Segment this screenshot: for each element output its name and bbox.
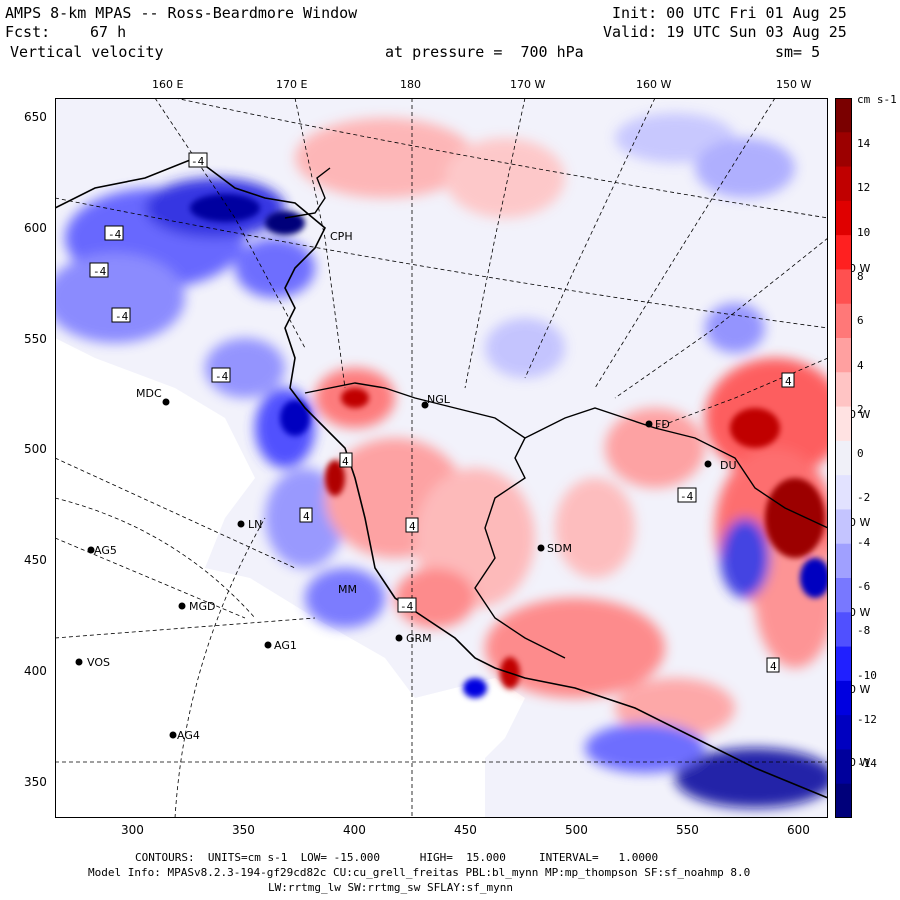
colorbar-swatch	[835, 98, 852, 133]
colorbar-tick-label: -14	[857, 757, 877, 771]
lon-label: 160 W	[636, 78, 672, 91]
colorbar-swatch	[835, 680, 852, 716]
x-tick-label: 400	[343, 823, 366, 837]
colorbar-tick-label: 6	[857, 314, 864, 328]
contour-label: -4	[400, 600, 414, 613]
contour-label: 4	[785, 375, 792, 388]
colorbar-tick-label: 14	[857, 137, 871, 150]
contour-label: -4	[108, 228, 122, 241]
colorbar-tick-label: 4	[857, 358, 864, 372]
forecast-hour: 67 h	[90, 23, 127, 41]
colorbar-tick-label: 0	[857, 447, 864, 461]
colorbar-swatch	[835, 612, 852, 648]
colorbar-swatch	[835, 509, 852, 545]
colorbar-tick-label: -6	[857, 580, 871, 593]
station-label-ag: LN	[248, 518, 263, 531]
colorbar-tick-label: -4	[857, 535, 871, 549]
y-tick-label: 550	[24, 332, 47, 346]
y-tick-label: 400	[24, 664, 47, 678]
init-time: Init: 00 UTC Fri 01 Aug 25	[612, 4, 847, 22]
y-tick-label: 500	[24, 442, 47, 456]
colorbar-swatch	[835, 338, 852, 373]
y-tick-label: 600	[24, 221, 47, 235]
station-label-cph: CPH	[330, 230, 353, 243]
colorbar-swatch	[835, 440, 852, 476]
colorbar-tick-label: 12	[857, 181, 871, 195]
model-info: Model Info: MPASv8.2.3-194-gf29cd82c CU:…	[88, 866, 751, 879]
station-label-du: DU	[720, 459, 737, 472]
contour-label: -4	[93, 265, 107, 278]
colorbar-swatch	[835, 749, 852, 785]
x-tick-label: 600	[787, 823, 810, 837]
y-tick-label: 350	[24, 775, 47, 789]
smoothing: sm= 5	[775, 43, 821, 61]
contour-info: CONTOURS: UNITS=cm s-1 LOW= -15.000 HIGH…	[135, 851, 659, 864]
colorbar-tick-label: 2	[857, 402, 864, 416]
forecast-label: Fcst:	[5, 23, 51, 41]
colorbar-tick-label: 8	[857, 269, 864, 283]
colorbar-tick-label: 10	[857, 225, 871, 239]
lon-label: 180	[400, 78, 421, 91]
colorbar-tick-label: -2	[857, 491, 871, 505]
y-tick-label: 650	[24, 110, 47, 124]
map-title: AMPS 8-km MPAS -- Ross-Beardmore Window	[5, 4, 358, 22]
x-tick-label: 500	[565, 823, 588, 837]
colorbar-swatch	[835, 715, 852, 750]
physics-info: LW:rrtmg_lw SW:rrtmg_sw SFLAY:sf_mynn	[268, 881, 514, 894]
colorbar-swatch	[835, 200, 852, 236]
station-label-ngl: NGL	[427, 393, 450, 406]
contour-label: 4	[770, 660, 777, 673]
colorbar-swatch	[835, 372, 852, 408]
contour-label: -4	[115, 310, 129, 323]
lon-label: 160 E	[152, 78, 184, 91]
station-label-ag5: AG5	[94, 544, 117, 557]
contour-label: 4	[342, 455, 349, 468]
lon-label: 170 W	[510, 78, 546, 91]
station-label-ag1: AG1	[274, 639, 297, 652]
station-label-mgd: MGD	[189, 600, 216, 613]
contour-label: 4	[303, 510, 310, 523]
colorbar-swatch	[835, 235, 852, 270]
x-tick-label: 450	[454, 823, 477, 837]
color-scale-bar	[835, 98, 852, 818]
y-tick-label: 450	[24, 553, 47, 567]
contour-label: -4	[680, 490, 694, 503]
colorbar-tick-label: -12	[857, 712, 877, 726]
colorbar-swatch	[835, 783, 852, 818]
contour-label: 4	[409, 520, 416, 533]
colorbar-swatch	[835, 303, 852, 339]
valid-time: Valid: 19 UTC Sun 03 Aug 25	[603, 23, 847, 41]
x-tick-label: 550	[676, 823, 699, 837]
colorbar-swatch	[835, 132, 852, 168]
pressure-level: at pressure = 700 hPa	[385, 43, 584, 61]
colorbar-swatch	[835, 166, 852, 202]
station-label-mdc: MDC	[136, 387, 162, 400]
colorbar-swatch	[835, 269, 852, 305]
colorbar-tick-label: -10	[857, 668, 877, 682]
colorbar-swatch	[835, 646, 852, 682]
colorbar-swatch	[835, 578, 852, 613]
colorbar-swatch	[835, 543, 852, 579]
lon-label: 150 W	[776, 78, 812, 91]
station-label-sdm: SDM	[547, 542, 572, 555]
contour-label: -4	[215, 370, 229, 383]
station-label-mm: MM	[338, 583, 357, 596]
colorbar-swatch	[835, 406, 852, 442]
vertical-velocity-map	[55, 98, 828, 818]
colorbar-units: cm s-1	[857, 93, 897, 106]
field-name: Vertical velocity	[10, 43, 164, 61]
x-tick-label: 300	[121, 823, 144, 837]
x-tick-label: 350	[232, 823, 255, 837]
station-label-grm: GRM	[406, 632, 432, 645]
contour-label: -4	[191, 155, 205, 168]
lon-label: 170 E	[276, 78, 308, 91]
colorbar-tick-label: -8	[857, 624, 871, 638]
station-label-fd: FD	[655, 418, 670, 431]
station-label-ag4: AG4	[177, 729, 200, 742]
colorbar-swatch	[835, 475, 852, 510]
station-label-vos: VOS	[87, 656, 110, 669]
